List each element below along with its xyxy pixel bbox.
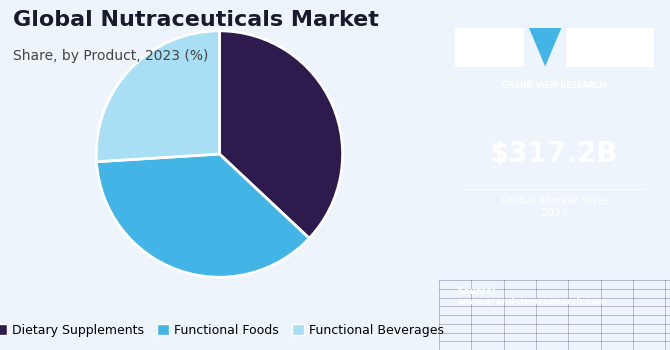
Legend: Dietary Supplements, Functional Foods, Functional Beverages: Dietary Supplements, Functional Foods, F… [0,319,449,342]
Wedge shape [96,31,220,162]
Text: Global Nutraceuticals Market: Global Nutraceuticals Market [13,10,379,30]
Text: GRAND VIEW RESEARCH: GRAND VIEW RESEARCH [502,80,606,90]
Wedge shape [96,154,310,277]
Wedge shape [219,31,342,238]
Text: Share, by Product, 2023 (%): Share, by Product, 2023 (%) [13,49,209,63]
Polygon shape [529,28,561,66]
Text: Source:
www.grandviewresearch.com: Source: www.grandviewresearch.com [458,287,608,306]
FancyBboxPatch shape [455,28,525,66]
FancyBboxPatch shape [566,28,654,66]
Text: $317.2B: $317.2B [490,140,618,168]
Text: Global Market Size,
2023: Global Market Size, 2023 [500,196,608,218]
